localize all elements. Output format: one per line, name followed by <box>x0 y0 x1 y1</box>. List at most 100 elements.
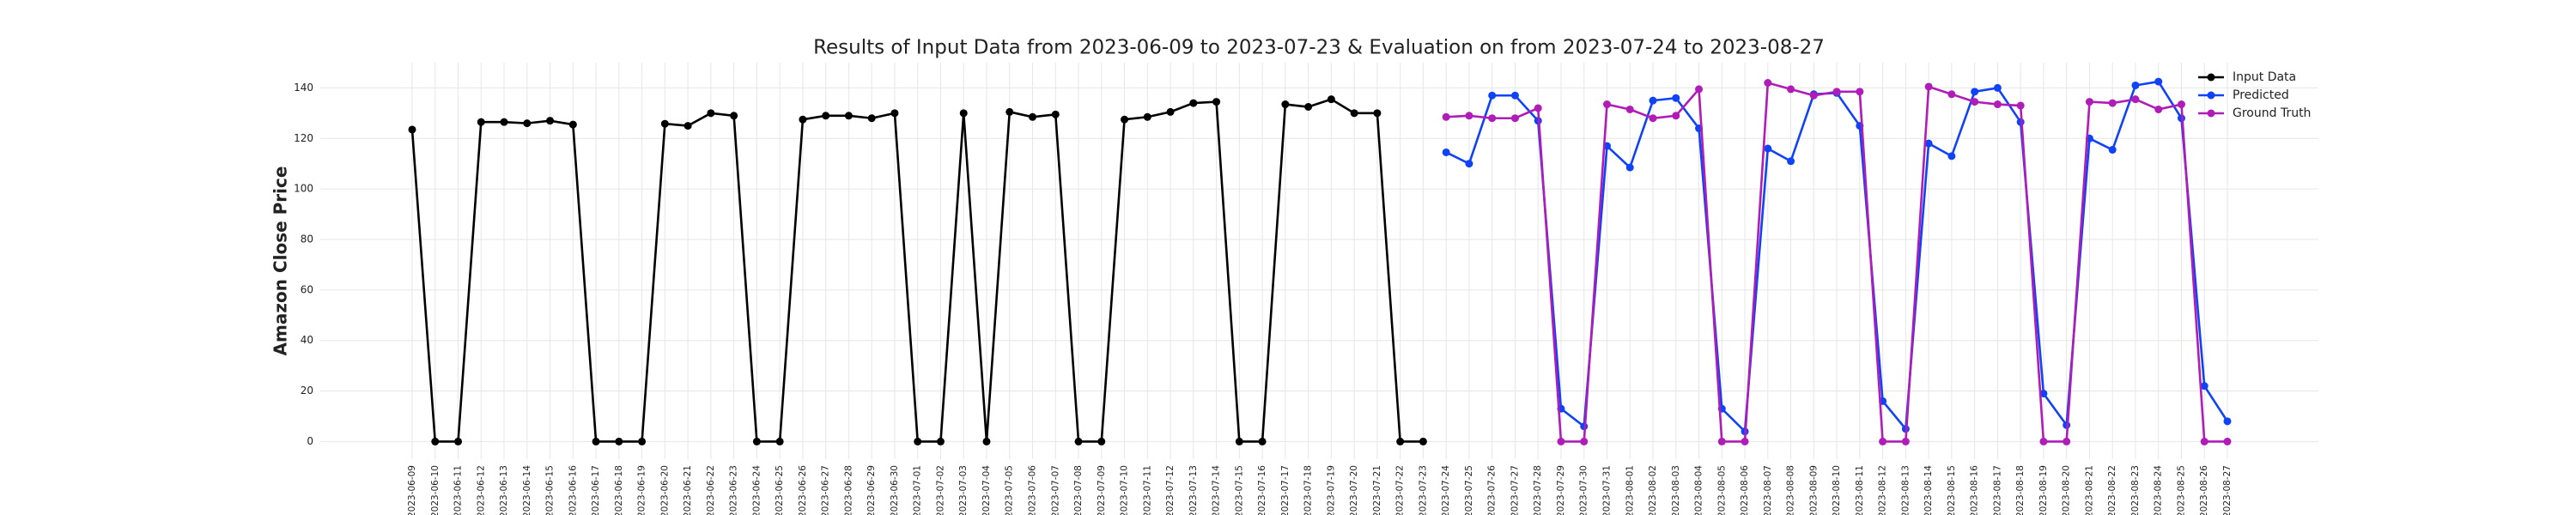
data-point <box>1924 139 1933 148</box>
data-point <box>1649 96 1657 105</box>
x-tick-label: 2023-07-02 <box>935 465 945 515</box>
data-point <box>1258 437 1267 445</box>
data-point <box>1856 88 1864 96</box>
data-point <box>1534 104 1542 112</box>
x-tick-label: 2023-06-28 <box>843 465 854 515</box>
data-point <box>1625 163 1634 172</box>
x-tick-label: 2023-06-14 <box>522 465 532 515</box>
data-point <box>2200 382 2208 391</box>
x-tick-label: 2023-07-24 <box>1441 465 1451 515</box>
x-tick-label: 2023-08-23 <box>2130 465 2141 515</box>
data-point <box>1787 85 1795 94</box>
x-tick-label: 2023-06-26 <box>798 465 808 515</box>
data-point <box>707 109 715 118</box>
data-point <box>799 115 807 124</box>
x-tick-label: 2023-08-19 <box>2038 465 2049 515</box>
data-point <box>1717 437 1726 445</box>
data-point <box>1695 85 1704 94</box>
x-tick-label: 2023-07-04 <box>981 465 992 515</box>
x-tick-label: 2023-08-27 <box>2222 465 2233 515</box>
data-point <box>1396 437 1405 445</box>
data-point <box>1672 94 1680 102</box>
data-point <box>1947 152 1956 161</box>
data-point <box>1993 100 2002 109</box>
data-point <box>1787 157 1795 166</box>
x-tick-label: 2023-07-31 <box>1601 465 1612 515</box>
x-tick-label: 2023-07-23 <box>1418 465 1428 515</box>
x-tick-label: 2023-06-25 <box>775 465 785 515</box>
x-tick-label: 2023-08-26 <box>2199 465 2209 515</box>
x-tick-label: 2023-06-23 <box>729 465 739 515</box>
data-point <box>660 119 669 128</box>
data-point <box>2223 417 2232 426</box>
data-point <box>2200 437 2208 445</box>
chart-title: Results of Input Data from 2023-06-09 to… <box>813 37 1825 59</box>
data-point <box>844 112 853 120</box>
x-tick-label: 2023-08-07 <box>1763 465 1773 515</box>
data-point <box>1051 110 1060 118</box>
y-tick-label: 120 <box>294 132 313 144</box>
data-point <box>1809 91 1818 100</box>
data-point <box>2108 146 2117 154</box>
x-tick-label: 2023-08-03 <box>1671 465 1681 515</box>
data-point <box>1649 114 1657 123</box>
data-point <box>2016 101 2025 110</box>
data-point <box>1741 437 1749 445</box>
x-tick-label: 2023-07-06 <box>1028 465 1038 515</box>
data-point <box>1993 83 2002 92</box>
x-tick-label: 2023-06-17 <box>591 465 601 515</box>
data-point <box>1465 112 1473 120</box>
data-point <box>1281 100 1290 109</box>
data-point <box>454 437 463 445</box>
legend-marker <box>2207 109 2215 118</box>
x-tick-label: 2023-07-18 <box>1303 465 1314 515</box>
data-point <box>2154 77 2163 86</box>
x-tick-label: 2023-06-13 <box>499 465 509 515</box>
x-tick-label: 2023-08-14 <box>1923 465 1934 515</box>
x-tick-label: 2023-08-02 <box>1648 465 1658 515</box>
x-tick-label: 2023-06-09 <box>407 465 417 515</box>
x-tick-label: 2023-07-15 <box>1234 465 1244 515</box>
x-tick-label: 2023-06-11 <box>453 465 464 515</box>
legend-marker <box>2207 91 2215 100</box>
data-point <box>546 117 555 125</box>
x-tick-label: 2023-08-05 <box>1716 465 1727 515</box>
data-point <box>1304 102 1313 111</box>
data-point <box>1580 437 1589 445</box>
x-tick-label: 2023-07-09 <box>1097 465 1107 515</box>
data-point <box>1901 437 1910 445</box>
data-point <box>1764 79 1772 88</box>
x-tick-label: 2023-07-20 <box>1349 465 1359 515</box>
data-point <box>2223 437 2232 445</box>
x-tick-label: 2023-08-06 <box>1740 465 1750 515</box>
data-point <box>1373 109 1382 118</box>
data-point <box>959 109 968 118</box>
data-point <box>523 119 532 128</box>
x-tick-label: 2023-07-01 <box>913 465 923 515</box>
data-point <box>1074 437 1083 445</box>
data-point <box>1350 109 1358 118</box>
data-point <box>1465 160 1473 168</box>
x-tick-label: 2023-06-27 <box>821 465 831 515</box>
data-point <box>1235 437 1243 445</box>
data-point <box>867 114 876 123</box>
x-tick-label: 2023-06-24 <box>751 465 762 515</box>
data-point <box>1602 100 1611 109</box>
data-point <box>1924 82 1933 91</box>
data-point <box>730 112 738 120</box>
x-tick-label: 2023-08-01 <box>1625 465 1635 515</box>
x-tick-label: 2023-08-13 <box>1900 465 1911 515</box>
x-tick-label: 2023-06-19 <box>637 465 647 515</box>
data-point <box>477 118 485 126</box>
x-tick-label: 2023-06-16 <box>568 465 578 515</box>
y-tick-label: 60 <box>301 283 313 295</box>
x-tick-label: 2023-08-12 <box>1878 465 1888 515</box>
data-point <box>1510 114 1519 123</box>
x-tick-label: 2023-08-21 <box>2084 465 2094 515</box>
x-tick-label: 2023-08-11 <box>1855 465 1865 515</box>
y-tick-label: 20 <box>301 385 313 397</box>
data-point <box>890 109 899 118</box>
data-point <box>1419 437 1427 445</box>
